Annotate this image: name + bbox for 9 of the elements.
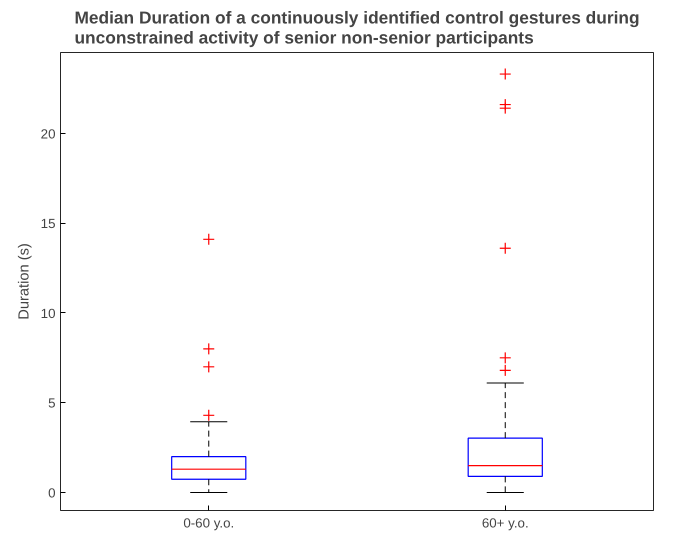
y-tick-label: 15 (40, 216, 56, 232)
y-tick-label: 20 (40, 126, 56, 142)
y-tick-label: 5 (48, 396, 56, 411)
y-tick-label: 0 (48, 486, 56, 501)
y-tick-label: 10 (40, 306, 56, 321)
y-axis-title: Duration (s) (16, 243, 33, 320)
x-tick-label: 60+ y.o. (482, 516, 529, 530)
chart-title: Median Duration of a continuously identified control gestures during unconstrained activity of senior non-senior participants (74, 8, 640, 48)
x-tick-label: 0-60 y.o. (183, 516, 234, 530)
